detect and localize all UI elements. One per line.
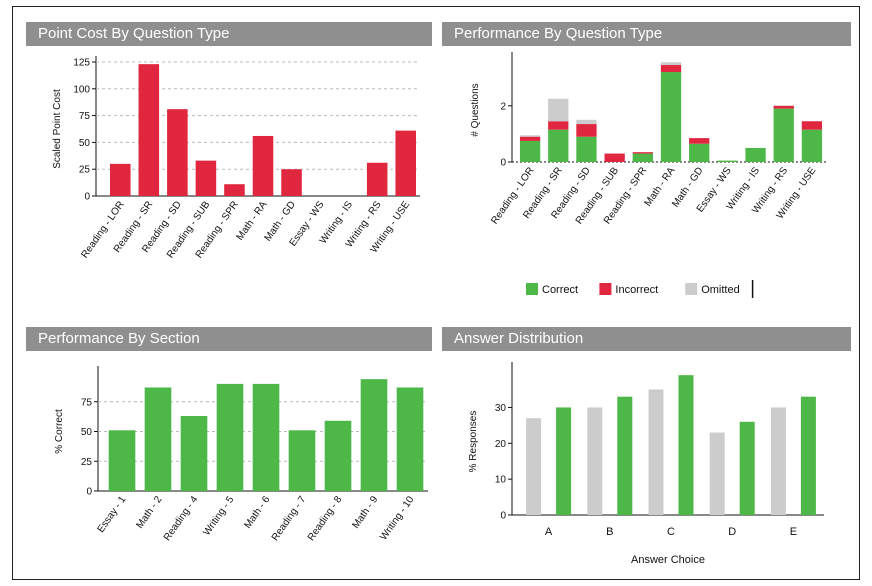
bar-section (144, 387, 172, 491)
bar-section (360, 379, 388, 491)
bar-point-cost (195, 160, 217, 196)
y-tick-label: 75 (81, 397, 93, 408)
stacked-bar-correct (745, 147, 766, 162)
x-tick-label: Reading - 4 (162, 494, 201, 543)
x-tick-label: Writing - 5 (201, 494, 236, 538)
x-tick-label: Math - 2 (134, 494, 164, 531)
bar-answer-green (739, 421, 755, 515)
y-tick-label: 75 (79, 111, 91, 122)
stacked-bar-incorrect (632, 152, 653, 154)
stacked-bar-omitted (576, 119, 597, 125)
bar-point-cost (252, 135, 274, 196)
panel-title-point-cost: Point Cost By Question Type (26, 22, 432, 46)
bar-answer-green (678, 375, 694, 515)
bar-answer-green (556, 407, 572, 515)
y-axis-label: % Responses (468, 411, 479, 473)
y-axis-label: Scaled Point Cost (52, 89, 63, 169)
bar-answer-green (617, 396, 633, 515)
stacked-bar-incorrect (576, 124, 597, 137)
y-tick-label: 0 (86, 487, 92, 498)
stacked-bar-correct (632, 153, 653, 162)
y-tick-label: 50 (79, 138, 91, 149)
stacked-bar-correct (548, 129, 569, 162)
stacked-bar-correct (519, 140, 541, 162)
x-tick-label: Math - 6 (242, 494, 272, 531)
y-tick-label: 10 (495, 475, 507, 486)
y-tick-label: 30 (495, 403, 507, 414)
panel-title-answer-distribution: Answer Distribution (442, 327, 851, 351)
y-tick-label: 2 (500, 101, 506, 112)
stacked-bar-incorrect (773, 105, 794, 109)
stacked-bar-omitted (548, 98, 569, 122)
legend-label-incorrect: Incorrect (615, 284, 658, 296)
bar-section (108, 430, 136, 491)
bar-point-cost (281, 169, 302, 196)
x-tick-label: Writing - 10 (378, 494, 416, 542)
stacked-bar-incorrect (519, 136, 541, 141)
stacked-bar-incorrect (548, 121, 569, 130)
bar-section (216, 383, 244, 491)
legend-label-omitted: Omitted (701, 284, 740, 296)
y-tick-label: 125 (73, 58, 90, 69)
stacked-bar-omitted (660, 62, 682, 66)
panel-title-performance-type: Performance By Question Type (442, 22, 851, 46)
y-axis-label: % Correct (54, 409, 65, 454)
bar-answer-gray (709, 432, 725, 515)
y-tick-label: 25 (81, 457, 93, 468)
x-axis-label: Answer Choice (631, 554, 705, 566)
bar-answer-green (800, 396, 816, 515)
y-tick-label: 0 (500, 511, 506, 522)
y-tick-label: 100 (73, 84, 90, 95)
bar-section (396, 387, 424, 491)
bar-point-cost (109, 163, 131, 196)
stacked-bar-correct (689, 143, 710, 162)
bar-point-cost (395, 130, 417, 196)
x-tick-label: D (728, 526, 736, 538)
x-tick-label: Reading - 8 (306, 494, 345, 543)
bar-point-cost (224, 184, 245, 196)
bar-answer-gray (770, 407, 786, 515)
stacked-bar-correct (660, 72, 682, 162)
bar-section (252, 383, 280, 491)
legend-swatch-incorrect (599, 283, 612, 295)
y-tick-label: 50 (81, 427, 93, 438)
bar-section (288, 430, 316, 491)
stacked-bar-incorrect (689, 138, 710, 144)
x-tick-label: E (790, 526, 797, 538)
legend-label-correct: Correct (542, 284, 578, 296)
x-tick-label: Reading - 7 (270, 494, 309, 543)
bar-section (180, 416, 208, 491)
stacked-bar-correct (773, 108, 794, 162)
x-tick-label: B (606, 526, 613, 538)
bar-point-cost (366, 162, 388, 196)
dashboard-frame (12, 6, 860, 580)
x-tick-label: Math - 9 (350, 494, 380, 531)
y-axis-label: # Questions (470, 83, 481, 136)
panel-title-performance-section: Performance By Section (26, 327, 432, 351)
x-tick-label: C (667, 526, 675, 538)
bar-point-cost (138, 64, 160, 196)
bar-answer-gray (526, 418, 542, 515)
stacked-bar-incorrect (660, 65, 682, 73)
stacked-bar-incorrect (801, 121, 823, 130)
bar-point-cost (167, 109, 188, 196)
legend-swatch-omitted (685, 283, 698, 295)
stacked-bar-correct (717, 160, 738, 162)
y-tick-label: 20 (495, 439, 507, 450)
stacked-bar-correct (801, 129, 823, 162)
y-tick-label: 25 (79, 165, 91, 176)
stacked-bar-correct (576, 136, 597, 162)
y-tick-label: 0 (84, 192, 90, 203)
y-tick-label: 0 (500, 158, 506, 169)
x-tick-label: Essay - 1 (96, 494, 129, 535)
bar-answer-gray (648, 389, 664, 515)
stacked-bar-omitted (519, 135, 541, 137)
bar-answer-gray (587, 407, 603, 515)
legend-swatch-correct (526, 283, 538, 295)
bar-section (324, 420, 352, 491)
stacked-bar-incorrect (604, 153, 625, 162)
x-tick-label: A (545, 526, 553, 538)
